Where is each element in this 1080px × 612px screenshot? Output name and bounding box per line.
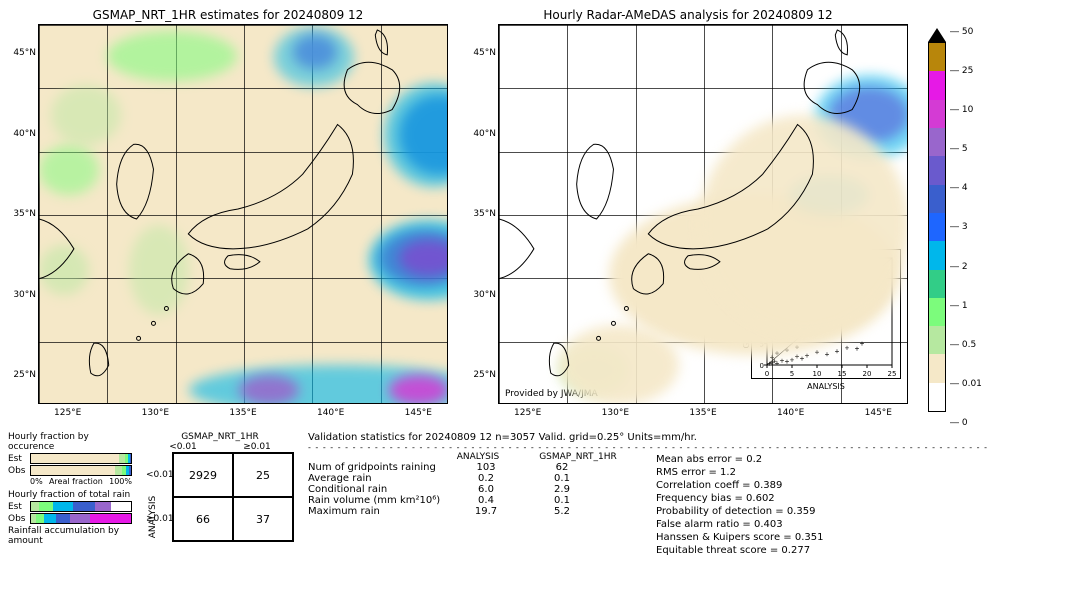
divider: - - - - - - - - - - - - - - - - - - - - … [308,443,988,452]
right-x-ticks: 125°E130°E135°E140°E145°E [498,408,908,418]
colorbar-overflow-icon [928,28,946,42]
colorbar: ― 50― 25― 10― 5― 4― 3― 2― 1― 0.5― 0.01― … [928,28,988,428]
precip-blob [384,83,448,187]
validation-row: Num of gridpoints raining10362 [308,462,628,473]
left-map-frame [38,24,448,404]
contingency-table: GSMAP_NRT_1HR <0.01 ≥0.01 <0.01 ≥0.01 29… [146,432,294,602]
stat-row: RMS error = 1.2 [656,467,823,478]
left-map-title: GSMAP_NRT_1HR estimates for 20240809 12 [8,8,448,22]
svg-text:10: 10 [813,370,822,378]
fraction-footer: Rainfall accumulation by amount [8,526,132,546]
coastline [39,25,447,403]
precip-blob [274,27,354,87]
contingency-top-label: GSMAP_NRT_1HR [146,432,294,442]
left-y-ticks: 45°N40°N35°N30°N25°N [10,24,36,404]
colorbar-ticks: ― 50― 25― 10― 5― 4― 3― 2― 1― 0.5― 0.01― … [950,28,982,428]
stat-row: Correlation coeff = 0.389 [656,480,823,491]
svg-text:15: 15 [838,370,847,378]
left-map-panel: GSMAP_NRT_1HR estimates for 20240809 12 … [8,8,448,428]
fraction-bars-panel: Hourly fraction by occurence EstObs 0%Ar… [8,432,132,602]
contingency-cell: 2929 [173,453,233,497]
fraction-row: Obs [8,465,132,476]
precip-blob [699,115,908,335]
fraction-row: Est [8,501,132,512]
fraction-title-2: Hourly fraction of total rain [8,490,132,500]
right-map-panel: Hourly Radar-AMeDAS analysis for 2024080… [468,8,908,428]
inset-xlabel: ANALYSIS [752,382,900,391]
stat-row: Hanssen & Kuipers score = 0.351 [656,532,823,543]
left-x-ticks: 125°E130°E135°E140°E145°E [38,408,448,418]
svg-text:20: 20 [863,370,872,378]
precip-blob [107,31,237,81]
stat-row: False alarm ratio = 0.403 [656,519,823,530]
stat-row: Frequency bias = 0.602 [656,493,823,504]
precip-blob [239,375,299,404]
svg-text:0: 0 [765,370,769,378]
contingency-side-label: ANALYSIS [148,496,158,538]
precip-blob [129,225,189,315]
validation-row: Rain volume (mm km²10⁶)0.40.1 [308,495,628,506]
validation-title: Validation statistics for 20240809 12 n=… [308,432,988,443]
right-map-frame: Provided by JWA/JMA 0510152025 051015202… [498,24,908,404]
stat-row: Equitable threat score = 0.277 [656,545,823,556]
precip-blob [51,85,121,145]
right-y-ticks: 45°N40°N35°N30°N25°N [470,24,496,404]
stat-row: Probability of detection = 0.359 [656,506,823,517]
fraction-title-1: Hourly fraction by occurence [8,432,132,452]
svg-text:0: 0 [760,362,764,370]
precip-blob [39,245,89,295]
contingency-cell: 25 [233,453,293,497]
stat-row: Mean abs error = 0.2 [656,454,823,465]
precip-blob [389,375,448,404]
fraction-row: Est [8,453,132,464]
contingency-cell: 37 [233,497,293,541]
svg-text:25: 25 [888,370,897,378]
right-map-title: Hourly Radar-AMeDAS analysis for 2024080… [468,8,908,22]
validation-row: Average rain0.20.1 [308,473,628,484]
fraction-row: Obs [8,513,132,524]
contingency-cell: 66 [173,497,233,541]
svg-text:5: 5 [790,370,794,378]
precip-blob [39,145,99,195]
validation-stats-panel: Validation statistics for 20240809 12 n=… [308,432,988,602]
validation-row: Conditional rain6.02.9 [308,484,628,495]
validation-row: Maximum rain19.75.2 [308,506,628,517]
precip-blob [559,325,679,404]
